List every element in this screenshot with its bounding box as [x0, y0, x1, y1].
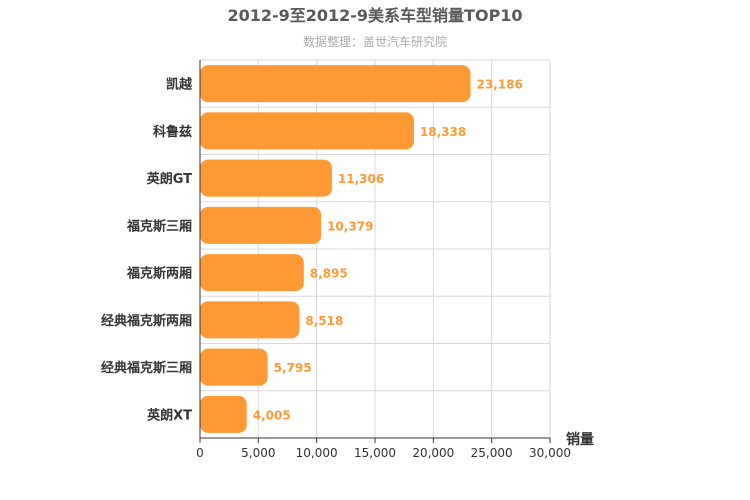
x-tick-label: 25,000 — [471, 446, 513, 460]
bar — [200, 112, 414, 150]
bars: 23,186 18,338 11,306 10,379 8,895 8,518 5,795 4… — [200, 65, 523, 433]
x-tick-label: 0 — [196, 446, 204, 460]
x-tick-label: 30,000 — [529, 446, 571, 460]
data-label: 5,795 — [274, 361, 312, 375]
category-label: 科鲁兹 — [153, 124, 192, 140]
data-label: 23,186 — [477, 78, 523, 92]
bar — [200, 65, 471, 103]
x-tick-label: 20,000 — [412, 446, 454, 460]
x-tick-label: 15,000 — [354, 446, 396, 460]
category-label: 凯越 — [166, 77, 193, 93]
data-label: 18,338 — [420, 125, 466, 139]
bar — [200, 348, 268, 386]
category-label: 福克斯两厢 — [126, 266, 192, 282]
bar — [200, 206, 322, 244]
bar — [200, 395, 247, 433]
category-label: 英朗GT — [146, 171, 192, 187]
data-label: 8,895 — [310, 267, 348, 281]
category-label: 经典福克斯两厢 — [101, 313, 192, 329]
category-label: 福克斯三厢 — [126, 218, 192, 234]
chart-title: 2012-9至2012-9美系车型销量TOP10 — [227, 6, 522, 25]
bar — [200, 301, 300, 339]
category-label: 英朗XT — [146, 407, 192, 423]
chart-subtitle: 数据整理：盖世汽车研究院 — [303, 34, 447, 49]
bar — [200, 159, 332, 197]
x-axis-title: 销量 — [566, 431, 594, 448]
category-label: 经典福克斯三厢 — [101, 360, 192, 376]
data-label: 10,379 — [327, 219, 373, 233]
data-label: 11,306 — [338, 172, 384, 186]
x-tick-label: 10,000 — [296, 446, 338, 460]
data-label: 8,518 — [305, 314, 343, 328]
grid-lines — [200, 59, 551, 439]
bar — [200, 254, 304, 292]
x-tick-label: 5,000 — [241, 446, 275, 460]
data-label: 4,005 — [253, 408, 291, 422]
